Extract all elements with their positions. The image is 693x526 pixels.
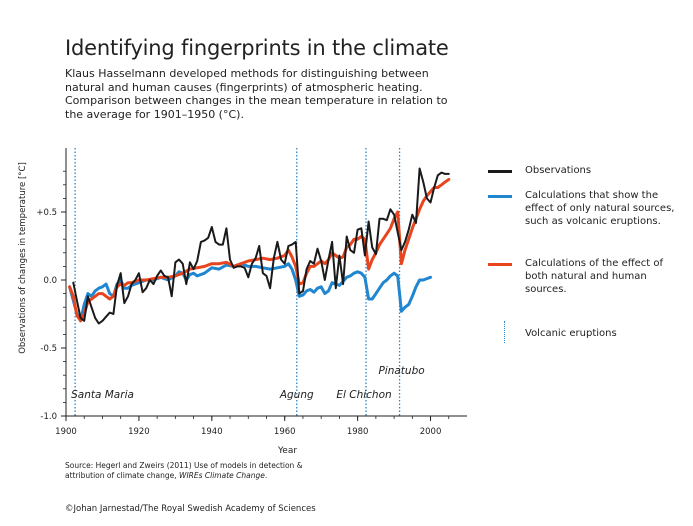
y-axis-label: Observations of changes in temperature [… bbox=[18, 162, 28, 354]
subtitle-line: Comparison between changes in the mean t… bbox=[65, 94, 448, 108]
x-tick-label: 2000 bbox=[420, 427, 442, 437]
x-tick-label: 1940 bbox=[201, 427, 223, 437]
page-title: Identifying fingerprints in the climate bbox=[65, 36, 449, 60]
x-tick-label: 1980 bbox=[347, 427, 369, 437]
legend-observations-swatch bbox=[488, 170, 512, 173]
x-tick-label: 1920 bbox=[128, 427, 150, 437]
legend-volcanic-label: Volcanic eruptions bbox=[525, 328, 617, 339]
volcano-label: Santa Maria bbox=[71, 389, 134, 401]
subtitle-line: natural and human causes (fingerprints) … bbox=[65, 80, 423, 94]
source-line-2: attribution of climate change, WIREs Cli… bbox=[65, 471, 303, 481]
volcano-label: Agung bbox=[279, 389, 314, 401]
x-axis-label: Year bbox=[278, 446, 298, 456]
y-tick-label: -1.0 bbox=[40, 412, 57, 422]
legend-volcanic-swatch bbox=[504, 321, 505, 343]
y-tick-label: -0.5 bbox=[40, 344, 57, 354]
copyright: ©Johan Jarnestad/The Royal Swedish Acade… bbox=[65, 504, 316, 514]
volcano-label: Pinatubo bbox=[378, 365, 424, 377]
y-tick-label: 0.0 bbox=[43, 276, 57, 286]
page-subtitle: Klaus Hasselmann developed methods for d… bbox=[65, 67, 448, 121]
x-tick-label: 1960 bbox=[274, 427, 296, 437]
volcano-label: El Chichon bbox=[336, 389, 391, 401]
source-period: . bbox=[264, 471, 268, 480]
legend-natural-swatch bbox=[488, 195, 512, 198]
y-tick-label: +0.5 bbox=[36, 208, 57, 218]
legend-combined-label: Calculations of the effect of both natur… bbox=[525, 258, 664, 295]
subtitle-line: Klaus Hasselmann developed methods for d… bbox=[65, 67, 429, 80]
legend-observations-label: Observations bbox=[525, 165, 592, 176]
subtitle-line: the average for 1901–1950 (°C). bbox=[65, 107, 244, 121]
source-line: Source: Hegerl and Zweirs (2011) Use of … bbox=[65, 461, 303, 470]
source-journal: WIREs Climate Change bbox=[179, 471, 265, 480]
source-text: attribution of climate change, bbox=[65, 471, 180, 480]
source-note: Source: Hegerl and Zweirs (2011) Use of … bbox=[65, 461, 303, 481]
legend-natural-label: Calculations that show the effect of onl… bbox=[525, 190, 675, 227]
observations-line bbox=[72, 167, 450, 325]
legend-combined-swatch bbox=[488, 263, 512, 266]
x-tick-label: 1900 bbox=[55, 427, 77, 437]
